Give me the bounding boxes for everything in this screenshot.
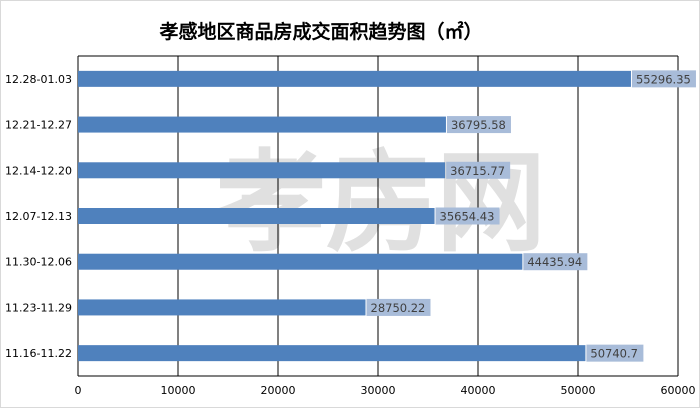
category-label-6: 11.16-11.22 — [5, 347, 72, 360]
value-label-box-3 — [435, 207, 500, 225]
value-label-0: 55296.35 — [636, 72, 691, 86]
value-label-4: 44435.94 — [527, 255, 582, 269]
x-tick-label-6: 60000 — [661, 384, 696, 397]
value-label-box-5 — [366, 298, 431, 316]
value-label-box-6 — [586, 344, 644, 362]
value-label-box-4 — [523, 253, 588, 271]
watermark: 孝房网 — [216, 139, 546, 267]
category-label-4: 11.30-12.06 — [5, 256, 72, 269]
category-label-3: 12.07-12.13 — [5, 210, 72, 223]
value-label-5: 28750.22 — [371, 301, 426, 315]
value-label-1: 36795.58 — [451, 118, 506, 132]
x-tick-label-1: 10000 — [161, 384, 196, 397]
bar-3 — [78, 208, 435, 224]
x-tick-label-3: 30000 — [361, 384, 396, 397]
x-tick-label-4: 40000 — [461, 384, 496, 397]
value-label-2: 36715.77 — [450, 164, 505, 178]
category-label-1: 12.21-12.27 — [5, 119, 72, 132]
value-label-box-1 — [446, 116, 511, 134]
bar-5 — [78, 299, 366, 316]
x-tick-label-0: 0 — [75, 384, 82, 397]
category-axis: 12.28-01.03 12.21-12.27 12.14-12.20 12.07-1… — [5, 73, 72, 360]
bar-4 — [78, 253, 523, 270]
category-label-5: 11.23-11.29 — [5, 301, 72, 314]
value-label-6: 50740.7 — [590, 347, 638, 361]
category-label-0: 12.28-01.03 — [5, 73, 72, 86]
value-axis: 0 10000 20000 30000 40000 50000 60000 — [75, 384, 696, 397]
value-label-box-2 — [446, 161, 511, 179]
category-label-2: 12.14-12.20 — [5, 164, 72, 177]
chart-title: 孝感地区商品房成交面积趋势图（㎡） — [159, 20, 482, 43]
bar-0 — [78, 70, 631, 87]
bars: 55296.35 36795.58 36715.77 35654.43 44435.94… — [78, 70, 696, 362]
x-tick-label-2: 20000 — [261, 384, 296, 397]
bar-2 — [78, 162, 446, 179]
bar-1 — [78, 116, 446, 133]
value-label-box-0 — [631, 70, 696, 88]
value-label-3: 35654.43 — [440, 210, 495, 224]
bar-6 — [78, 345, 586, 362]
x-tick-label-5: 50000 — [561, 384, 596, 397]
